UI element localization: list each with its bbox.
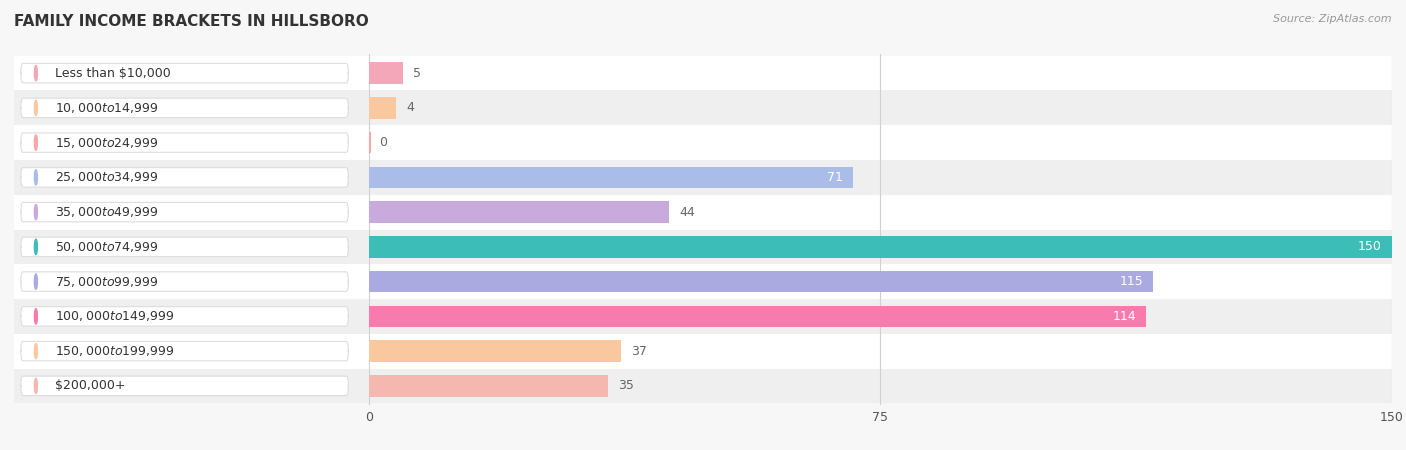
Circle shape	[34, 100, 38, 116]
FancyBboxPatch shape	[21, 202, 349, 222]
Bar	[14, 334, 1392, 369]
Bar	[368, 201, 669, 223]
FancyBboxPatch shape	[21, 306, 349, 326]
Text: 114: 114	[1112, 310, 1136, 323]
Text: 5: 5	[413, 67, 422, 80]
Text: 35: 35	[617, 379, 634, 392]
Text: 150: 150	[1358, 240, 1382, 253]
Text: Less than $10,000: Less than $10,000	[55, 67, 170, 80]
Text: Source: ZipAtlas.com: Source: ZipAtlas.com	[1274, 14, 1392, 23]
FancyBboxPatch shape	[21, 133, 349, 153]
Bar	[14, 299, 1392, 334]
FancyBboxPatch shape	[21, 98, 349, 117]
Bar	[14, 90, 1392, 125]
FancyBboxPatch shape	[21, 342, 349, 361]
Text: $25,000 to $34,999: $25,000 to $34,999	[55, 171, 159, 184]
Bar	[368, 340, 621, 362]
Text: 71: 71	[827, 171, 842, 184]
FancyBboxPatch shape	[21, 63, 349, 83]
Circle shape	[34, 343, 38, 359]
Bar	[368, 132, 371, 153]
Bar	[368, 375, 607, 396]
Bar	[368, 306, 1146, 327]
Bar	[14, 160, 1392, 195]
Bar	[14, 264, 1392, 299]
Circle shape	[34, 135, 38, 150]
Bar	[368, 166, 853, 188]
Bar	[14, 195, 1392, 230]
FancyBboxPatch shape	[21, 376, 349, 396]
Bar	[14, 230, 1392, 264]
Text: FAMILY INCOME BRACKETS IN HILLSBORO: FAMILY INCOME BRACKETS IN HILLSBORO	[14, 14, 368, 28]
Circle shape	[34, 378, 38, 394]
Circle shape	[34, 309, 38, 324]
Circle shape	[34, 204, 38, 220]
Text: 44: 44	[679, 206, 695, 219]
Bar	[368, 97, 396, 119]
Text: $10,000 to $14,999: $10,000 to $14,999	[55, 101, 159, 115]
Text: $200,000+: $200,000+	[55, 379, 125, 392]
Circle shape	[34, 170, 38, 185]
Bar	[14, 369, 1392, 403]
FancyBboxPatch shape	[21, 237, 349, 256]
Circle shape	[34, 65, 38, 81]
Circle shape	[34, 274, 38, 289]
Text: 115: 115	[1119, 275, 1143, 288]
Text: $35,000 to $49,999: $35,000 to $49,999	[55, 205, 159, 219]
Bar	[14, 125, 1392, 160]
Text: $150,000 to $199,999: $150,000 to $199,999	[55, 344, 174, 358]
Text: 0: 0	[380, 136, 387, 149]
FancyBboxPatch shape	[21, 168, 349, 187]
Bar	[14, 56, 1392, 90]
Text: $50,000 to $74,999: $50,000 to $74,999	[55, 240, 159, 254]
Bar	[368, 236, 1392, 258]
FancyBboxPatch shape	[21, 272, 349, 291]
Text: $100,000 to $149,999: $100,000 to $149,999	[55, 310, 174, 324]
Circle shape	[34, 239, 38, 255]
Text: 4: 4	[406, 101, 415, 114]
Text: 37: 37	[631, 345, 647, 358]
Bar	[368, 271, 1153, 292]
Text: $15,000 to $24,999: $15,000 to $24,999	[55, 135, 159, 149]
Bar	[368, 63, 404, 84]
Text: $75,000 to $99,999: $75,000 to $99,999	[55, 274, 159, 288]
